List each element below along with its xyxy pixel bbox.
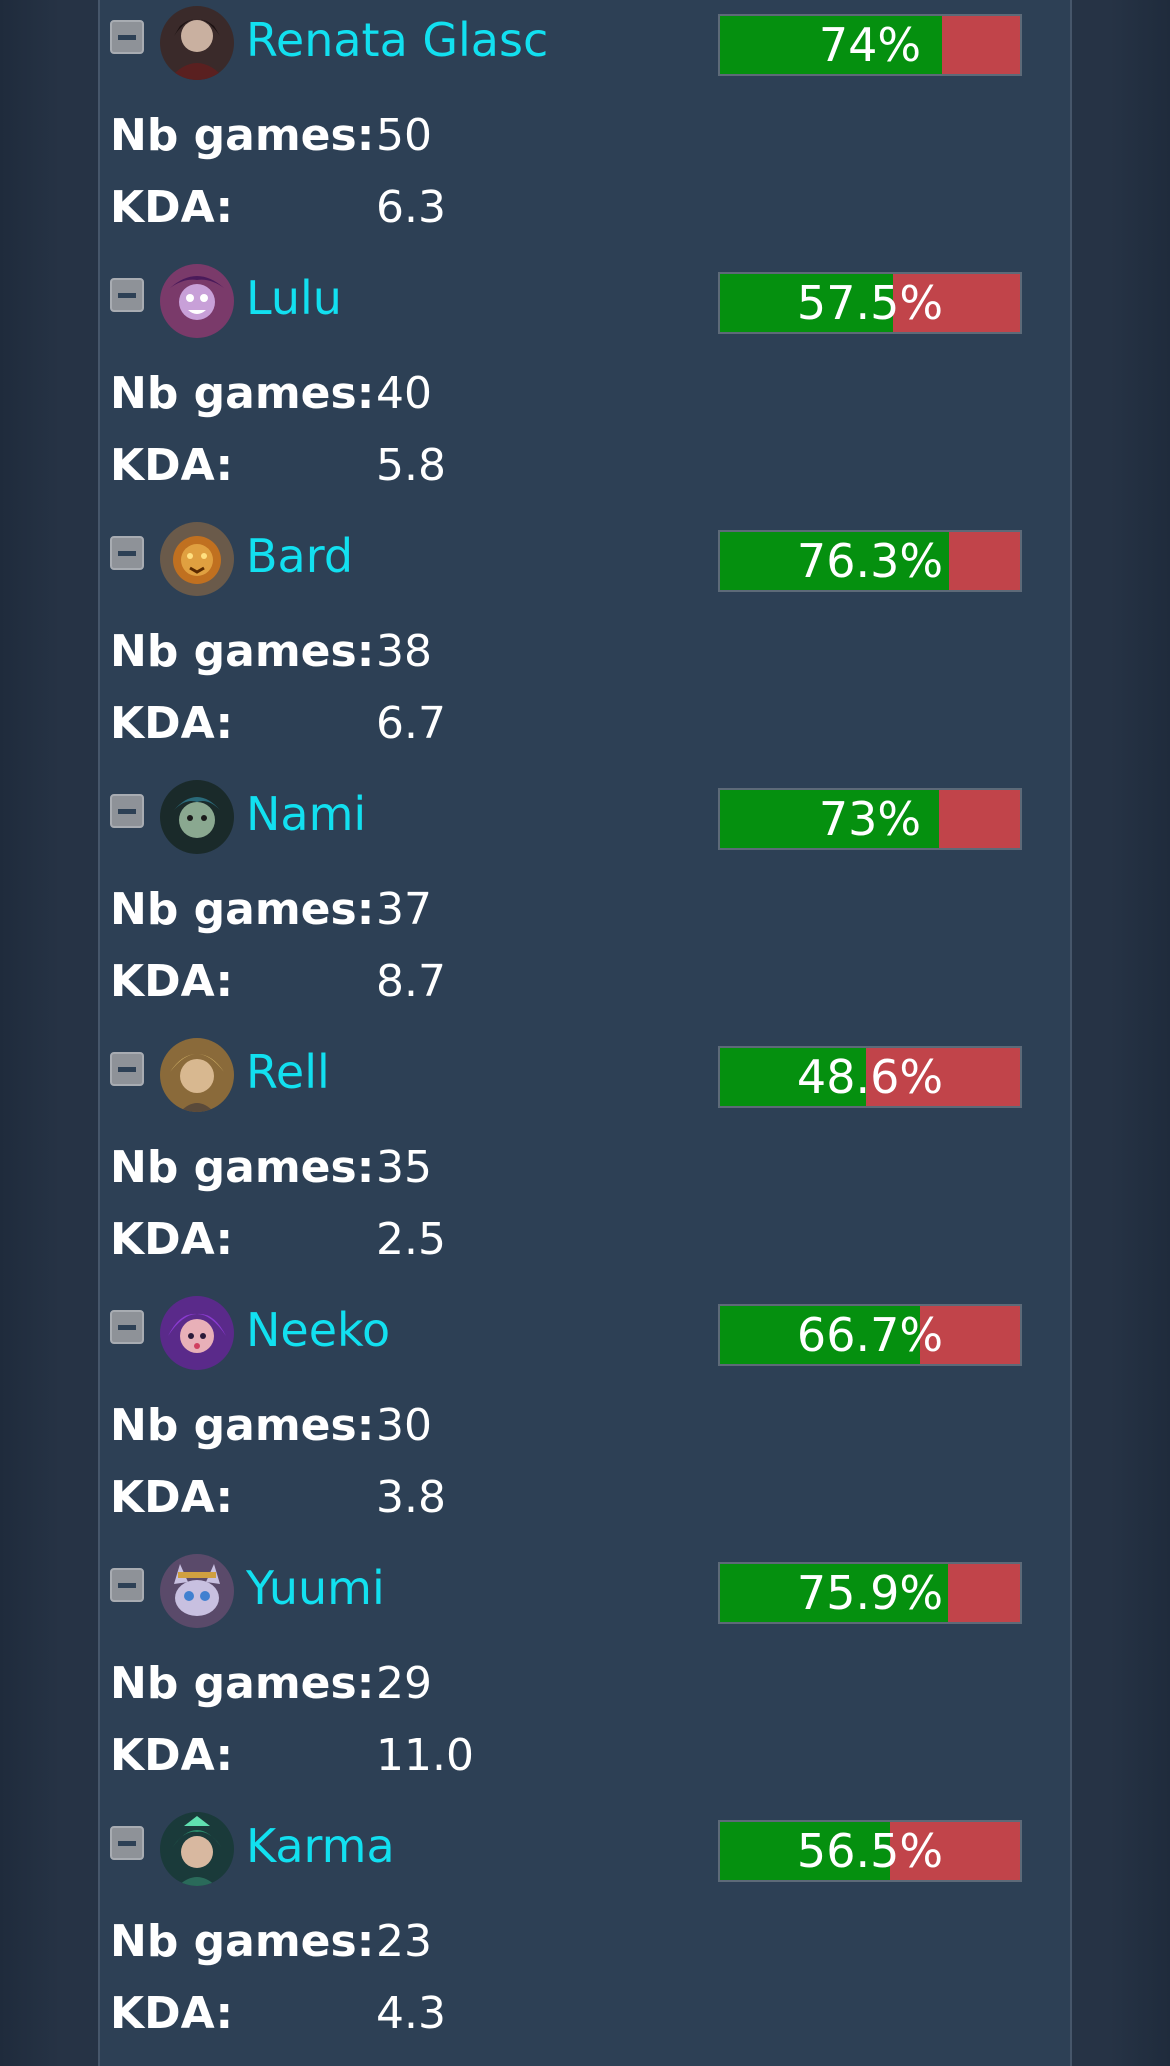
winrate-fill xyxy=(720,16,942,74)
collapse-icon[interactable] xyxy=(110,794,144,828)
champion-avatar[interactable] xyxy=(160,1554,234,1628)
kda-value: 8.7 xyxy=(376,956,446,1007)
kda-value: 5.8 xyxy=(376,440,446,491)
games-value: 29 xyxy=(376,1658,432,1709)
collapse-icon[interactable] xyxy=(110,536,144,570)
champion-name[interactable]: Bard xyxy=(246,529,354,583)
winrate-label: 56.5% xyxy=(796,1824,944,1878)
games-label: Nb games: xyxy=(110,884,375,935)
games-label: Nb games: xyxy=(110,626,375,677)
champion-entry: Yuumi 75.9% Nb games: 29 KDA: 11.0 xyxy=(100,1548,1070,1806)
champion-name[interactable]: Renata Glasc xyxy=(246,13,549,67)
kda-label: KDA: xyxy=(110,1988,234,2039)
kda-value: 6.7 xyxy=(376,698,446,749)
kda-label: KDA: xyxy=(110,1472,234,1523)
champion-avatar[interactable] xyxy=(160,522,234,596)
games-value: 30 xyxy=(376,1400,432,1451)
winrate-bar: 48.6% xyxy=(718,1046,1022,1108)
games-label: Nb games: xyxy=(110,1916,375,1967)
champion-entry: Nami 73% Nb games: 37 KDA: 8.7 xyxy=(100,774,1070,1032)
winrate-bar: 66.7% xyxy=(718,1304,1022,1366)
kda-label: KDA: xyxy=(110,1730,234,1781)
games-label: Nb games: xyxy=(110,1658,375,1709)
champion-stats-panel: Renata Glasc 74% Nb games: 50 KDA: 6.3 L… xyxy=(98,0,1072,2066)
games-label: Nb games: xyxy=(110,1142,375,1193)
collapse-icon[interactable] xyxy=(110,1568,144,1602)
champion-name[interactable]: Rell xyxy=(246,1045,330,1099)
winrate-label: 48.6% xyxy=(796,1050,944,1104)
champion-avatar[interactable] xyxy=(160,1812,234,1886)
kda-label: KDA: xyxy=(110,1214,234,1265)
collapse-icon[interactable] xyxy=(110,278,144,312)
games-value: 38 xyxy=(376,626,432,677)
kda-value: 2.5 xyxy=(376,1214,446,1265)
collapse-icon[interactable] xyxy=(110,1052,144,1086)
winrate-fill xyxy=(720,1306,921,1364)
champion-avatar[interactable] xyxy=(160,1296,234,1370)
games-value: 37 xyxy=(376,884,432,935)
winrate-bar: 74% xyxy=(718,14,1022,76)
games-value: 35 xyxy=(376,1142,432,1193)
winrate-fill xyxy=(720,274,893,332)
champion-entry: Bard 76.3% Nb games: 38 KDA: 6.7 xyxy=(100,516,1070,774)
champion-avatar[interactable] xyxy=(160,6,234,80)
games-value: 23 xyxy=(376,1916,432,1967)
winrate-fill xyxy=(720,1564,948,1622)
kda-value: 4.3 xyxy=(376,1988,446,2039)
collapse-icon[interactable] xyxy=(110,1310,144,1344)
games-value: 50 xyxy=(376,110,432,161)
games-value: 40 xyxy=(376,368,432,419)
winrate-bar: 73% xyxy=(718,788,1022,850)
champion-name[interactable]: Yuumi xyxy=(246,1561,385,1615)
champion-avatar[interactable] xyxy=(160,1038,234,1112)
winrate-fill xyxy=(720,790,939,848)
winrate-label: 74% xyxy=(818,18,922,72)
games-label: Nb games: xyxy=(110,110,375,161)
kda-label: KDA: xyxy=(110,698,234,749)
winrate-label: 73% xyxy=(818,792,922,846)
winrate-bar: 75.9% xyxy=(718,1562,1022,1624)
champion-entry: Karma 56.5% Nb games: 23 KDA: 4.3 xyxy=(100,1806,1070,2064)
winrate-fill xyxy=(720,1048,866,1106)
champion-name[interactable]: Nami xyxy=(246,787,367,841)
winrate-label: 76.3% xyxy=(796,534,944,588)
champion-entry: Lulu 57.5% Nb games: 40 KDA: 5.8 xyxy=(100,258,1070,516)
champion-avatar[interactable] xyxy=(160,264,234,338)
winrate-fill xyxy=(720,532,949,590)
winrate-label: 57.5% xyxy=(796,276,944,330)
champion-avatar[interactable] xyxy=(160,780,234,854)
kda-value: 11.0 xyxy=(376,1730,474,1781)
champion-entry: Renata Glasc 74% Nb games: 50 KDA: 6.3 xyxy=(100,0,1070,258)
champion-entry: Neeko 66.7% Nb games: 30 KDA: 3.8 xyxy=(100,1290,1070,1548)
collapse-icon[interactable] xyxy=(110,1826,144,1860)
kda-value: 3.8 xyxy=(376,1472,446,1523)
kda-label: KDA: xyxy=(110,956,234,1007)
champion-name[interactable]: Neeko xyxy=(246,1303,391,1357)
collapse-icon[interactable] xyxy=(110,20,144,54)
kda-label: KDA: xyxy=(110,440,234,491)
champion-name[interactable]: Karma xyxy=(246,1819,395,1873)
winrate-bar: 57.5% xyxy=(718,272,1022,334)
champion-entry: Rell 48.6% Nb games: 35 KDA: 2.5 xyxy=(100,1032,1070,1290)
winrate-fill xyxy=(720,1822,890,1880)
games-label: Nb games: xyxy=(110,1400,375,1451)
kda-label: KDA: xyxy=(110,182,234,233)
winrate-label: 66.7% xyxy=(796,1308,944,1362)
games-label: Nb games: xyxy=(110,368,375,419)
winrate-label: 75.9% xyxy=(796,1566,944,1620)
winrate-bar: 76.3% xyxy=(718,530,1022,592)
winrate-bar: 56.5% xyxy=(718,1820,1022,1882)
champion-name[interactable]: Lulu xyxy=(246,271,342,325)
kda-value: 6.3 xyxy=(376,182,446,233)
